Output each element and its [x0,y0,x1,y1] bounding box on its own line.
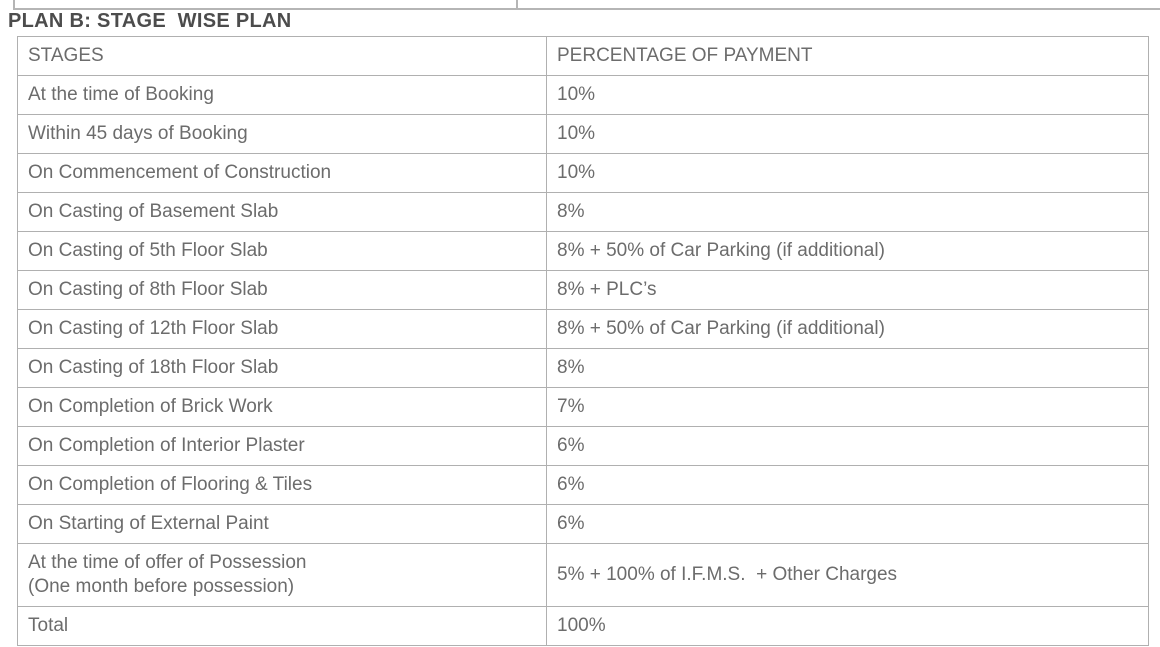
previous-table-bottom-border [13,8,1160,10]
table-row: On Casting of 5th Floor Slab 8% + 50% of… [17,231,1149,271]
payment-cell: 6% [546,465,1149,505]
table-row: On Casting of Basement Slab 8% [17,192,1149,232]
stage-cell: On Casting of Basement Slab [17,192,547,232]
payment-cell: 6% [546,504,1149,544]
stage-cell: On Casting of 8th Floor Slab [17,270,547,310]
payment-cell: 7% [546,387,1149,427]
payment-cell: 10% [546,114,1149,154]
table-row: On Completion of Interior Plaster 6% [17,426,1149,466]
stage-cell: On Completion of Interior Plaster [17,426,547,466]
plan-title: PLAN B: STAGE WISE PLAN [8,10,292,32]
table-row: On Starting of External Paint 6% [17,504,1149,544]
table-row-total: Total 100% [17,606,1149,646]
payment-cell: 10% [546,153,1149,193]
payment-cell: 8% + 50% of Car Parking (if additional) [546,231,1149,271]
stage-cell: At the time of Booking [17,75,547,115]
payment-cell: 8% + 50% of Car Parking (if additional) [546,309,1149,349]
stage-cell: Within 45 days of Booking [17,114,547,154]
payment-cell: 10% [546,75,1149,115]
stage-cell: On Completion of Brick Work [17,387,547,427]
payment-cell: 8% + PLC’s [546,270,1149,310]
table-row: On Completion of Brick Work 7% [17,387,1149,427]
table-row: On Casting of 12th Floor Slab 8% + 50% o… [17,309,1149,349]
stage-cell: On Commencement of Construction [17,153,547,193]
table-row: Within 45 days of Booking 10% [17,114,1149,154]
table-row-possession: At the time of offer of Possession (One … [17,543,1149,607]
stage-cell: Total [17,606,547,646]
stage-wise-plan-table: STAGES PERCENTAGE OF PAYMENT At the time… [17,36,1149,646]
payment-cell: 8% [546,348,1149,388]
payment-cell: 5% + 100% of I.F.M.S. + Other Charges [546,543,1149,607]
payment-cell: 6% [546,426,1149,466]
table-row: At the time of Booking 10% [17,75,1149,115]
stage-cell: On Starting of External Paint [17,504,547,544]
table-row: On Casting of 18th Floor Slab 8% [17,348,1149,388]
stage-cell: On Casting of 5th Floor Slab [17,231,547,271]
column-header-stages: STAGES [17,36,547,76]
stage-cell: On Casting of 18th Floor Slab [17,348,547,388]
stage-cell: On Completion of Flooring & Tiles [17,465,547,505]
stage-cell: At the time of offer of Possession (One … [17,543,547,607]
column-header-percentage-of-payment: PERCENTAGE OF PAYMENT [546,36,1149,76]
payment-cell: 100% [546,606,1149,646]
table-row: On Casting of 8th Floor Slab 8% + PLC’s [17,270,1149,310]
payment-cell: 8% [546,192,1149,232]
previous-table-left-border [13,0,15,8]
table-row: On Commencement of Construction 10% [17,153,1149,193]
table-row: On Completion of Flooring & Tiles 6% [17,465,1149,505]
stage-cell: On Casting of 12th Floor Slab [17,309,547,349]
previous-table-column-divider [516,0,518,8]
table-header-row: STAGES PERCENTAGE OF PAYMENT [17,36,1149,76]
